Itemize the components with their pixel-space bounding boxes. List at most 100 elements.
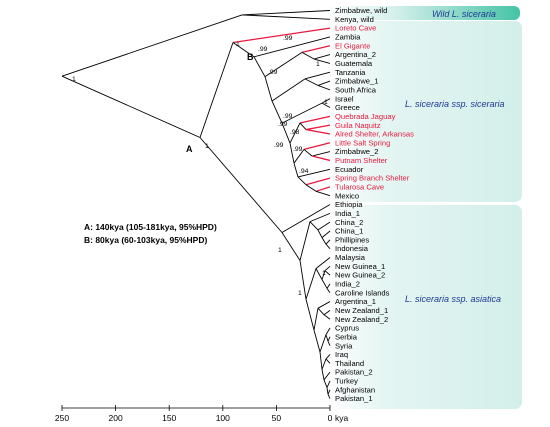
- tree-branch: [297, 176, 307, 186]
- axis-tick-label: 200: [109, 413, 123, 423]
- tree-branch: [323, 379, 328, 388]
- leaf-label: New Zealand_1: [335, 306, 388, 315]
- tree-branch: [289, 142, 295, 164]
- tree-branch: [327, 341, 331, 346]
- tree-branch: [327, 336, 331, 342]
- leaf-label: Indonesia: [335, 244, 369, 253]
- tree-branch: [299, 260, 307, 300]
- tree-branch: [61, 75, 201, 138]
- tree-branch: [326, 387, 329, 395]
- tree-branch: [305, 268, 317, 300]
- leaf-label: Ecuador: [335, 165, 364, 174]
- tree-branch: [304, 71, 331, 80]
- tree-branch: [325, 358, 331, 364]
- tree-branch: [299, 221, 311, 261]
- leaf-label: Zambia: [335, 33, 361, 42]
- leaf-label: Thailand: [335, 359, 364, 368]
- tree-branch: [293, 149, 305, 164]
- tree-branch: [321, 102, 331, 108]
- tree-branch: [313, 58, 331, 64]
- tree-branch: [325, 327, 331, 335]
- tree-branch: [325, 334, 329, 342]
- tree-branch: [325, 243, 331, 249]
- tree-branch: [323, 371, 331, 381]
- tree-branch: [305, 124, 331, 131]
- support-value: 1: [205, 143, 209, 150]
- tree-branch: [317, 301, 331, 309]
- tree-branch: [321, 369, 325, 380]
- tree-branch: [321, 358, 327, 370]
- node-label-b: B: [247, 52, 254, 62]
- leaf-label: Little Salt Spring: [335, 138, 390, 147]
- leaf-label: Serbia: [335, 332, 358, 341]
- tree-branch: [281, 204, 331, 233]
- tree-branch: [304, 78, 319, 86]
- leaf-label: Syria: [335, 341, 353, 350]
- siceraria-group-label: L. siceraria ssp. siceraria: [405, 99, 505, 109]
- leaf-label: Iraq: [335, 350, 348, 359]
- support-value: .94: [299, 168, 309, 175]
- tree-branch: [323, 314, 331, 320]
- tree-branch: [313, 329, 321, 353]
- tree-branch: [289, 122, 301, 144]
- axis-tick-label: 50: [272, 413, 282, 423]
- time-axis-unit: kya: [335, 413, 349, 423]
- leaf-label: Guila Naquitz: [335, 121, 381, 130]
- tree-branch: [281, 122, 291, 144]
- tree-branch: [321, 98, 331, 104]
- leaf-label: Israel: [335, 94, 354, 103]
- leaf-label: Mexico: [335, 191, 359, 200]
- tree-branch: [327, 393, 331, 399]
- tree-branch: [317, 80, 331, 86]
- axis-tick-label: 250: [55, 413, 69, 423]
- leaf-label: South Africa: [335, 85, 377, 94]
- tree-branch: [325, 239, 331, 245]
- node-label-a: A: [186, 144, 193, 154]
- tree-branch: [264, 76, 273, 102]
- support-value: 1: [298, 290, 302, 297]
- tree-branch: [321, 230, 331, 238]
- asiatica-panel: [326, 205, 522, 409]
- leaf-label: Pakistan_2: [335, 368, 373, 377]
- tree-branch: [61, 14, 243, 77]
- leaf-label: Phillipines: [335, 235, 369, 244]
- leaf-label: Malaysia: [335, 253, 366, 262]
- tree-branch: [317, 307, 325, 316]
- tree-branch: [232, 27, 331, 44]
- leaf-label: China_1: [335, 227, 363, 236]
- support-value: .99: [283, 35, 293, 42]
- tree-branch: [281, 102, 323, 124]
- tree-branch: [315, 268, 323, 280]
- tree-branch: [293, 163, 299, 178]
- tree-branch: [319, 351, 323, 370]
- tree-branch: [315, 186, 331, 192]
- leaf-label: Loreto Cave: [335, 24, 376, 33]
- leaf-label: Quebrada Jaguay: [335, 112, 396, 121]
- leaf-label: Putnam Shelter: [335, 156, 388, 165]
- tree-branch: [303, 142, 331, 151]
- leaf-label: Alred Shelter, Arkansas: [335, 130, 414, 139]
- tree-branch: [271, 100, 283, 124]
- siceraria-panel: [326, 21, 522, 202]
- tree-branch: [199, 137, 283, 233]
- tree-branch: [241, 14, 331, 20]
- support-value: .99: [283, 113, 293, 120]
- leaf-label: Kenya, wild: [335, 15, 374, 24]
- leaf-label: Turkey: [335, 377, 358, 386]
- leaf-label: Guatemala: [335, 59, 373, 68]
- leaf-label: Cyprus: [335, 324, 359, 333]
- legend-line-b: B: 80kya (60-103kya, 95%HPD): [84, 235, 207, 245]
- tree-branch: [305, 184, 317, 192]
- leaf-label: Pakistan_1: [335, 394, 373, 403]
- tree-branch: [299, 115, 331, 124]
- asiatica-group-label: L. siceraria ssp. asiatica: [405, 294, 501, 304]
- tree-branch: [321, 270, 326, 280]
- legend-line-a: A: 140kya (105-181kya, 95%HPD): [84, 222, 217, 232]
- tree-branch: [309, 221, 319, 231]
- tree-branch: [324, 270, 331, 276]
- leaf-label: Tanzania: [335, 68, 366, 77]
- leaf-label: Zimbabwe_1: [335, 77, 378, 86]
- tree-branch: [311, 151, 331, 157]
